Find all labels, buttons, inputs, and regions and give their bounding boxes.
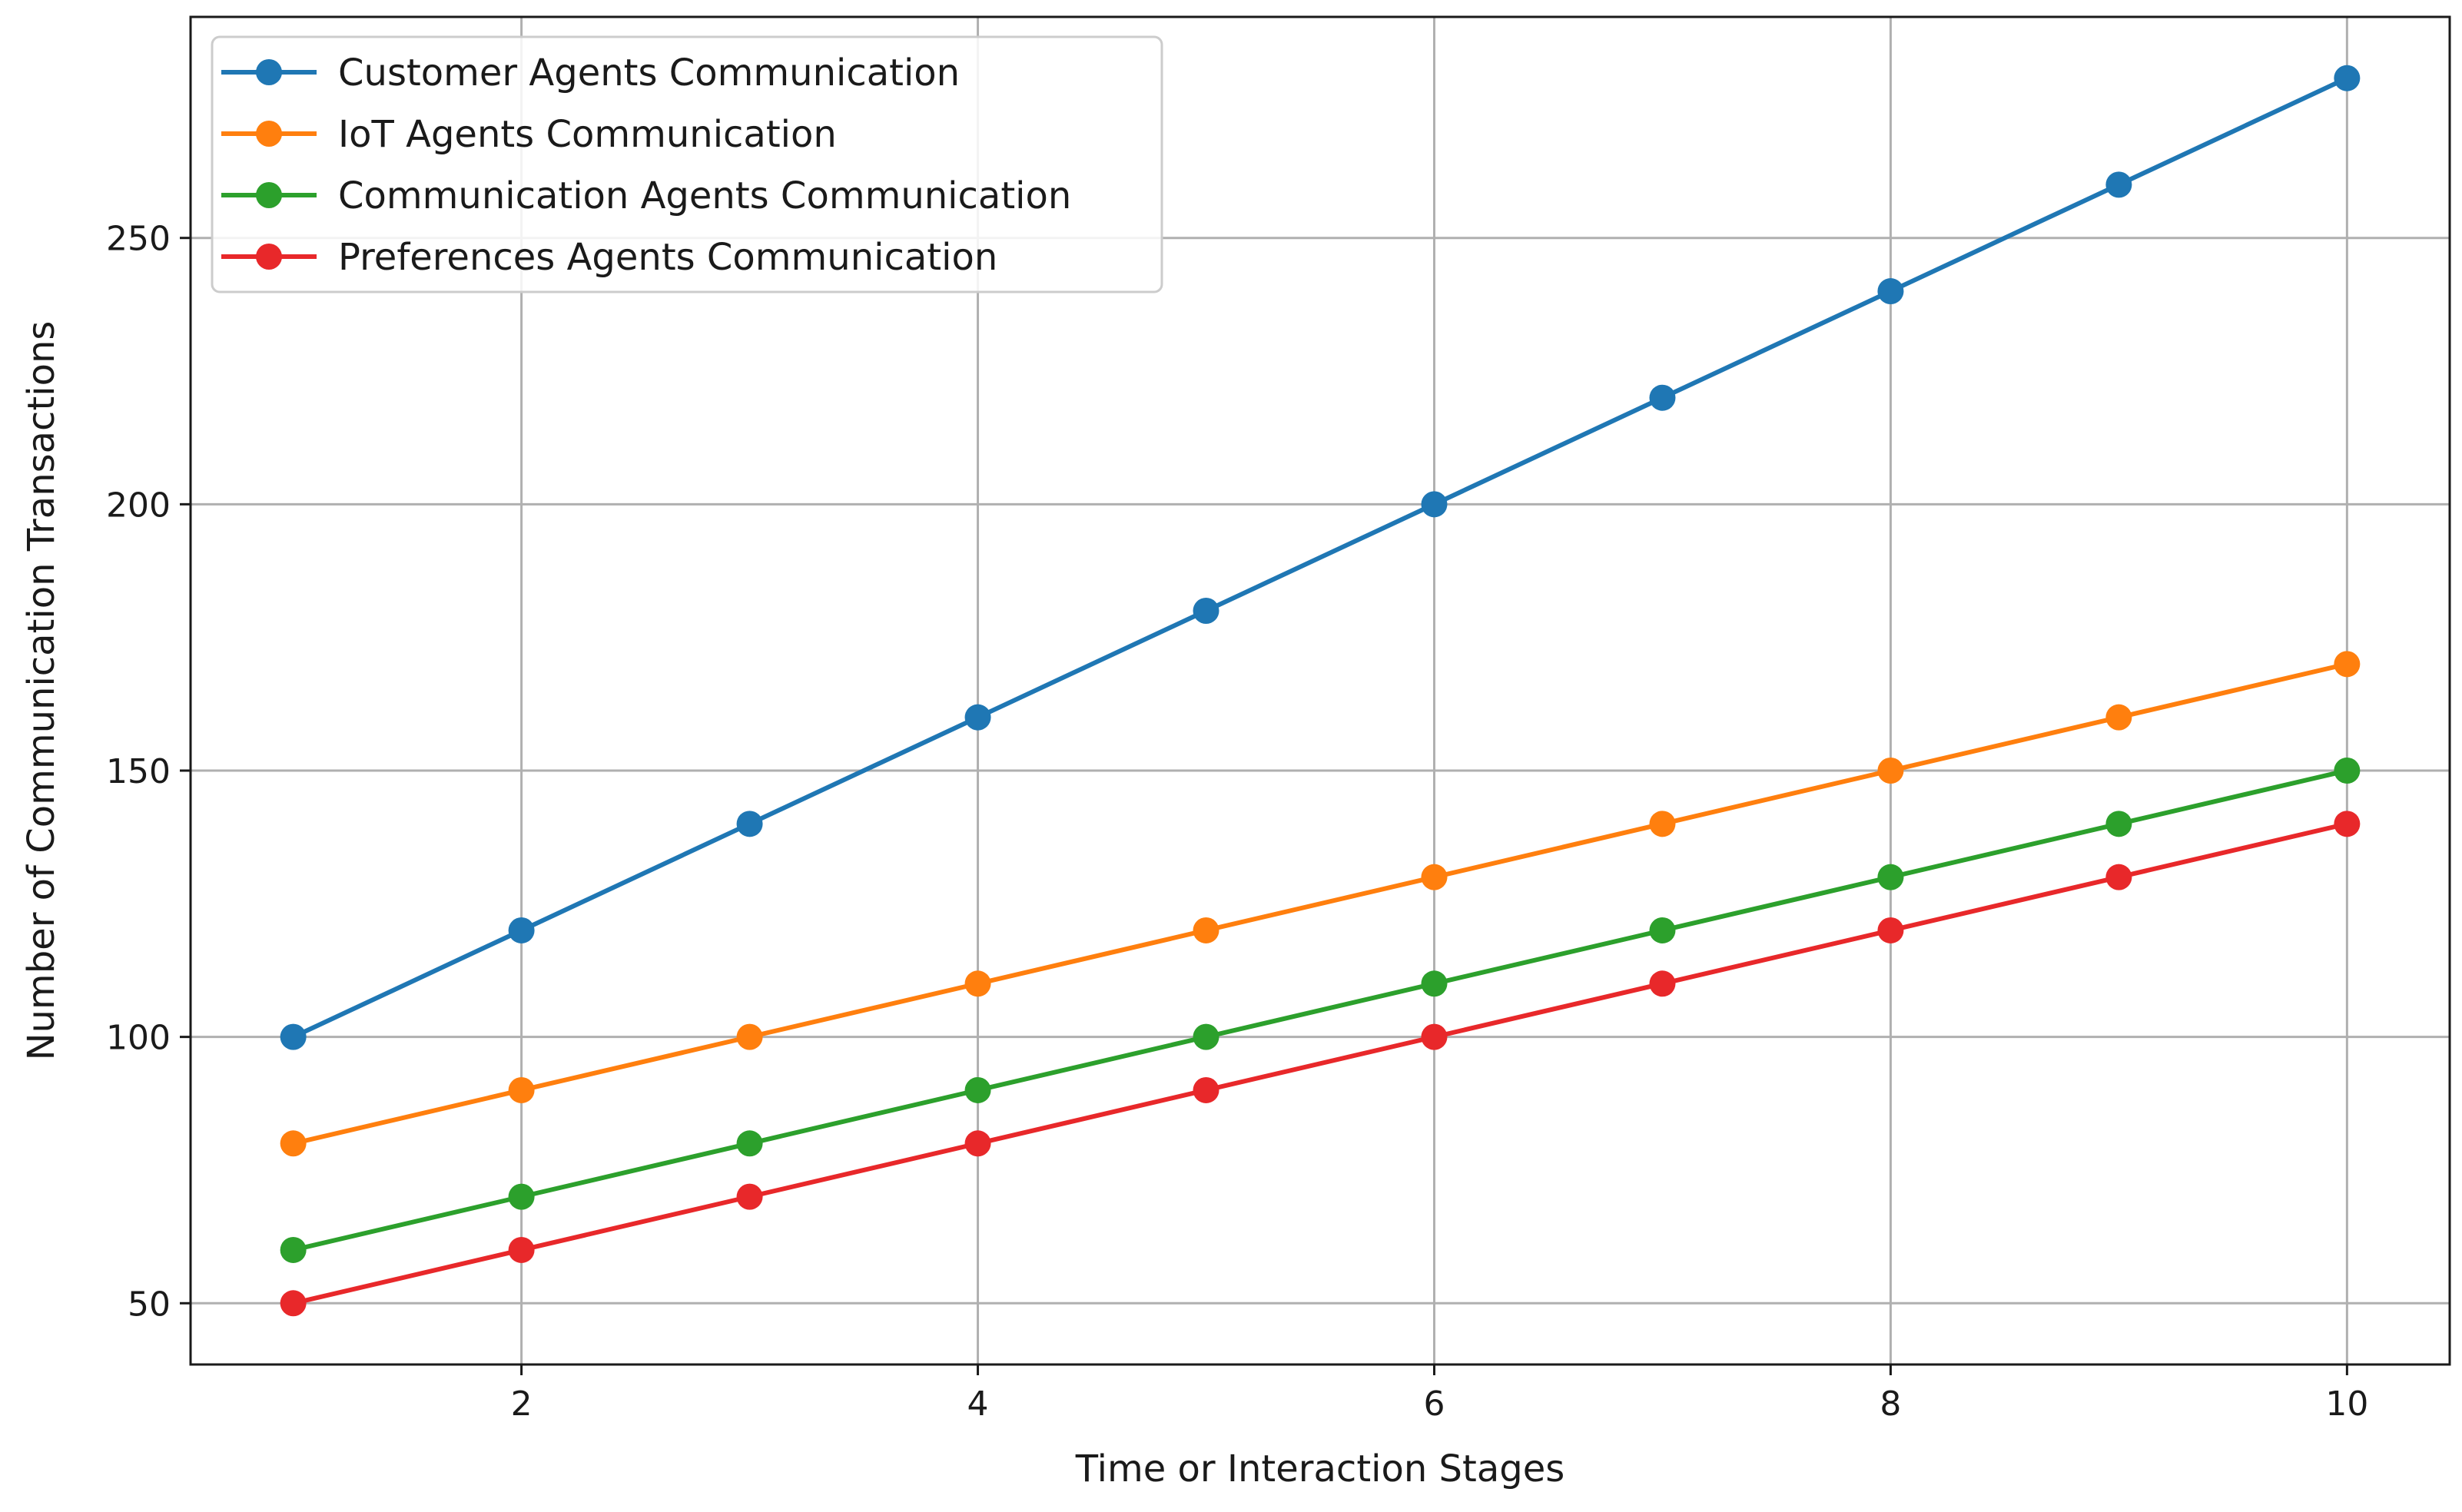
legend-label: Preferences Agents Communication <box>338 236 997 279</box>
data-point <box>736 811 763 837</box>
data-point <box>280 1023 307 1050</box>
data-point <box>964 704 991 731</box>
data-point <box>1649 917 1676 943</box>
data-point <box>1193 917 1219 943</box>
legend-item: Customer Agents Communication <box>221 51 960 94</box>
data-point <box>2105 171 2132 198</box>
data-point <box>508 917 535 943</box>
legend-box <box>211 35 1163 293</box>
x-axis-label: Time or Interaction Stages <box>1075 1447 1564 1490</box>
legend-marker <box>256 59 282 85</box>
data-point <box>2334 757 2361 784</box>
x-tick-label: 6 <box>1423 1384 1445 1424</box>
series-2 <box>280 651 2361 1157</box>
legend-item: Preferences Agents Communication <box>221 236 997 279</box>
data-point <box>1193 1023 1219 1050</box>
legend-item: Communication Agents Communication <box>221 174 1071 217</box>
data-point <box>280 1130 307 1157</box>
data-point <box>280 1236 307 1263</box>
data-point <box>964 1076 991 1103</box>
data-point <box>1421 864 1448 890</box>
x-tick-label: 10 <box>2325 1384 2368 1424</box>
legend-label: IoT Agents Communication <box>338 113 837 156</box>
series-line <box>292 76 2348 1040</box>
legend-marker <box>256 121 282 147</box>
y-tick-label: 100 <box>106 1019 171 1058</box>
data-point <box>1877 757 1904 784</box>
x-tick-label: 2 <box>511 1384 533 1424</box>
data-point <box>1649 970 1676 997</box>
x-tick-label: 4 <box>967 1384 989 1424</box>
data-point <box>2105 811 2132 837</box>
legend-item: IoT Agents Communication <box>221 113 837 156</box>
x-tick-label: 8 <box>1880 1384 1901 1424</box>
data-point <box>508 1236 535 1263</box>
data-point <box>1193 1076 1219 1103</box>
series-line <box>292 662 2348 1146</box>
y-tick-label: 50 <box>128 1285 171 1324</box>
data-point <box>508 1183 535 1210</box>
legend-marker <box>256 182 282 208</box>
y-axis-label: Number of Communication Transactions <box>20 321 63 1061</box>
data-point <box>508 1076 535 1103</box>
data-point <box>2334 651 2361 678</box>
data-point <box>1877 278 1904 305</box>
data-point <box>1649 384 1676 411</box>
y-tick-label: 200 <box>106 486 171 525</box>
y-tick-label: 150 <box>106 752 171 791</box>
data-point <box>1877 864 1904 890</box>
data-point <box>1421 970 1448 997</box>
data-point <box>2105 704 2132 731</box>
data-point <box>2334 65 2361 91</box>
data-point <box>1193 598 1219 625</box>
legend-marker <box>256 244 282 270</box>
data-point <box>736 1023 763 1050</box>
data-point <box>1421 491 1448 518</box>
data-point <box>964 970 991 997</box>
series-layer <box>280 65 2361 1317</box>
data-point <box>1877 917 1904 943</box>
series-3 <box>280 757 2361 1263</box>
series-1 <box>280 65 2361 1050</box>
data-point <box>2334 811 2361 837</box>
legend-label: Customer Agents Communication <box>338 51 960 94</box>
legend: Customer Agents Communication IoT Agents … <box>211 35 1163 293</box>
data-point <box>280 1290 307 1317</box>
plot-area-frame <box>189 15 2451 1366</box>
data-point <box>736 1183 763 1210</box>
series-line <box>292 768 2348 1252</box>
y-tick-label: 250 <box>106 220 171 259</box>
data-point <box>964 1130 991 1157</box>
series-4 <box>280 811 2361 1317</box>
axis-ticks: 2 4 6 8 10 50 100 150 200 250 <box>106 220 2368 1424</box>
series-line <box>292 821 2348 1306</box>
data-point <box>2105 864 2132 890</box>
data-point <box>736 1130 763 1157</box>
legend-label: Communication Agents Communication <box>338 174 1071 217</box>
data-point <box>1649 811 1676 837</box>
data-point <box>1421 1023 1448 1050</box>
